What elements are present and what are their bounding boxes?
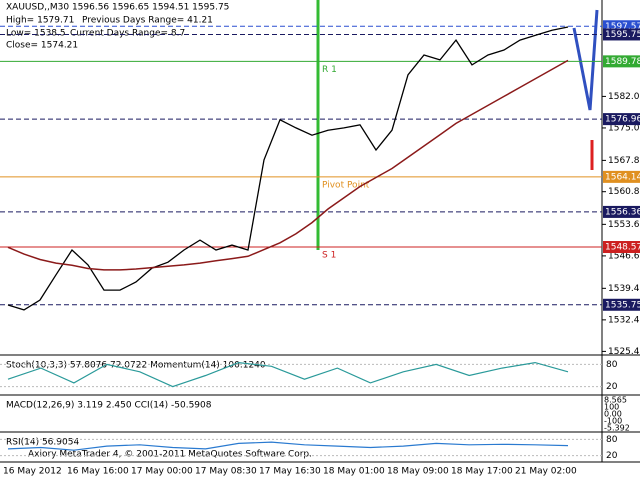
x-tick-label: 18 May 09:00	[387, 467, 449, 477]
pane-tick-label: 80	[606, 360, 618, 370]
x-tick-label: 18 May 01:00	[323, 467, 385, 477]
level-value: 1564.14	[605, 172, 640, 182]
y-tick-label: 1532.40	[608, 315, 640, 325]
y-tick-label: 1582.00	[608, 92, 640, 102]
series-line	[7, 361, 569, 388]
level-box	[603, 28, 640, 41]
pane-scale-label: 0.00	[604, 410, 622, 419]
header-high: High= 1579.71	[6, 16, 74, 26]
pane-scale-label: 8.565	[604, 396, 627, 405]
x-tick-label: 16 May 2012	[3, 467, 62, 477]
pane-title: MACD(12,26,9) 3.119 2.450 CCI(14) -50.59…	[6, 401, 212, 411]
series-line	[7, 59, 569, 271]
pane-scale-label: 100	[604, 403, 619, 412]
level-value: 1595.75	[605, 30, 640, 40]
level-value: 1556.36	[605, 207, 640, 217]
x-tick-label: 17 May 08:30	[195, 467, 257, 477]
x-tick-label: 21 May 02:00	[515, 467, 577, 477]
x-tick-label: 16 May 16:00	[67, 467, 129, 477]
level-label: S 1	[322, 251, 336, 261]
footer: Axiory MetaTrader 4, © 2001-2011 MetaQuo…	[28, 450, 312, 460]
header-symbol: XAUUSD,,M30 1596.56 1596.65 1594.51 1595…	[6, 3, 229, 13]
level-label: R 1	[322, 65, 337, 75]
header-cur-range: Current Days Range= 8.7	[70, 29, 185, 39]
y-tick-label: 1546.60	[608, 251, 640, 261]
level-box	[603, 55, 640, 68]
level-box	[603, 113, 640, 126]
header-close: Close= 1574.21	[6, 41, 78, 51]
y-tick-label: 1553.60	[608, 220, 640, 230]
y-tick-label: 1539.40	[608, 284, 640, 294]
pane-scale-label: -5.392	[604, 424, 630, 433]
pane-tick-label: 80	[606, 435, 618, 445]
level-box	[603, 205, 640, 218]
pane-title: RSI(14) 56.9054	[6, 438, 79, 448]
forecast-arrow	[572, 9, 599, 111]
level-value: 1597.57	[605, 22, 640, 32]
level-value: 1576.96	[605, 115, 640, 125]
x-tick-label: 17 May 16:30	[259, 467, 321, 477]
y-tick-label: 1560.85	[608, 187, 640, 197]
y-tick-label: 1575.00	[608, 123, 640, 133]
header-low: Low= 1538.5	[6, 29, 66, 39]
level-box	[603, 298, 640, 311]
x-tick-label: 17 May 00:00	[131, 467, 193, 477]
pane-title: Stoch(10,3,3) 57.8076 72.0722 Momentum(1…	[6, 361, 266, 371]
series-line	[7, 441, 569, 451]
pane-tick-label: 20	[606, 451, 618, 461]
pane-scale-label: -100	[604, 417, 622, 426]
y-tick-label: 1567.80	[608, 156, 640, 166]
level-value: 1535.75	[605, 300, 640, 310]
level-box	[603, 170, 640, 183]
level-value: 1589.78	[605, 57, 640, 67]
header-prev-range: Previous Days Range= 41.21	[82, 16, 213, 26]
y-tick-label: 1525.40	[608, 347, 640, 357]
pane-tick-label: 20	[606, 382, 618, 392]
level-value: 1548.57	[605, 243, 640, 253]
level-box	[603, 241, 640, 254]
level-label: Pivot Point	[322, 180, 370, 190]
x-tick-label: 18 May 17:00	[451, 467, 513, 477]
series-line	[7, 26, 569, 311]
